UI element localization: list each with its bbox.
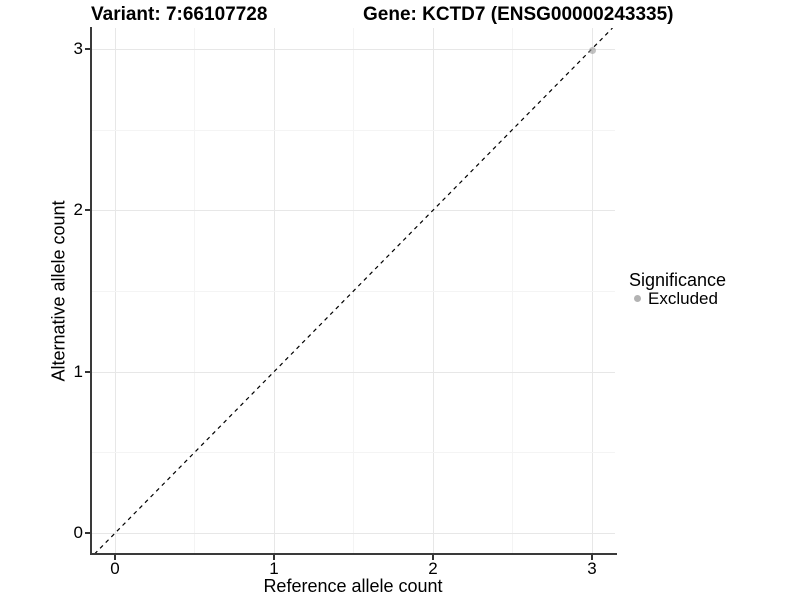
y-axis-title: Alternative allele count bbox=[48, 200, 69, 382]
y-tick-0 bbox=[85, 532, 90, 534]
gridline-y2 bbox=[91, 210, 615, 211]
legend-item-excluded: Excluded bbox=[648, 289, 718, 308]
y-tick-1 bbox=[85, 371, 90, 373]
plot-panel bbox=[91, 28, 615, 554]
data-point-excluded bbox=[589, 47, 596, 54]
y-tick-3 bbox=[85, 48, 90, 50]
x-tick-label-3: 3 bbox=[587, 559, 597, 578]
gridline-y1 bbox=[91, 372, 615, 373]
x-tick-0 bbox=[114, 555, 116, 560]
x-tick-label-2: 2 bbox=[428, 559, 438, 578]
legend-title: Significance bbox=[629, 270, 727, 290]
y-tick-2 bbox=[85, 209, 90, 211]
plot-title-gene: Gene: KCTD7 (ENSG00000243335) bbox=[363, 4, 674, 25]
x-tick-label-1: 1 bbox=[269, 559, 279, 578]
x-axis-title: Reference allele count bbox=[263, 576, 443, 596]
y-tick-label-0: 0 bbox=[73, 523, 83, 542]
y-axis-line bbox=[89, 27, 92, 555]
plot-title-variant: Variant: 7:66107728 bbox=[91, 4, 268, 25]
x-tick-3 bbox=[591, 555, 593, 560]
x-tick-1 bbox=[273, 555, 275, 560]
y-tick-label-3: 3 bbox=[73, 39, 83, 58]
gridline-y3 bbox=[91, 49, 615, 50]
y-tick-label-2: 2 bbox=[73, 200, 83, 219]
gridline-y2p5 bbox=[91, 130, 615, 131]
legend-marker-icon bbox=[634, 295, 641, 302]
x-tick-label-0: 0 bbox=[110, 559, 120, 578]
y-tick-label-1: 1 bbox=[73, 362, 83, 381]
x-tick-2 bbox=[432, 555, 434, 560]
gridline-y0 bbox=[91, 533, 615, 534]
x-axis-line bbox=[89, 553, 617, 555]
identity-line bbox=[94, 28, 613, 554]
gridline-y0p5 bbox=[91, 452, 615, 453]
